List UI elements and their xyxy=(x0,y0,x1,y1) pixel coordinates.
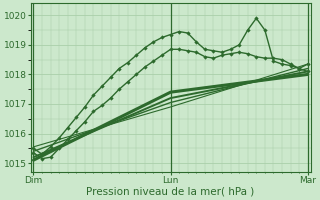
X-axis label: Pression niveau de la mer( hPa ): Pression niveau de la mer( hPa ) xyxy=(86,187,255,197)
